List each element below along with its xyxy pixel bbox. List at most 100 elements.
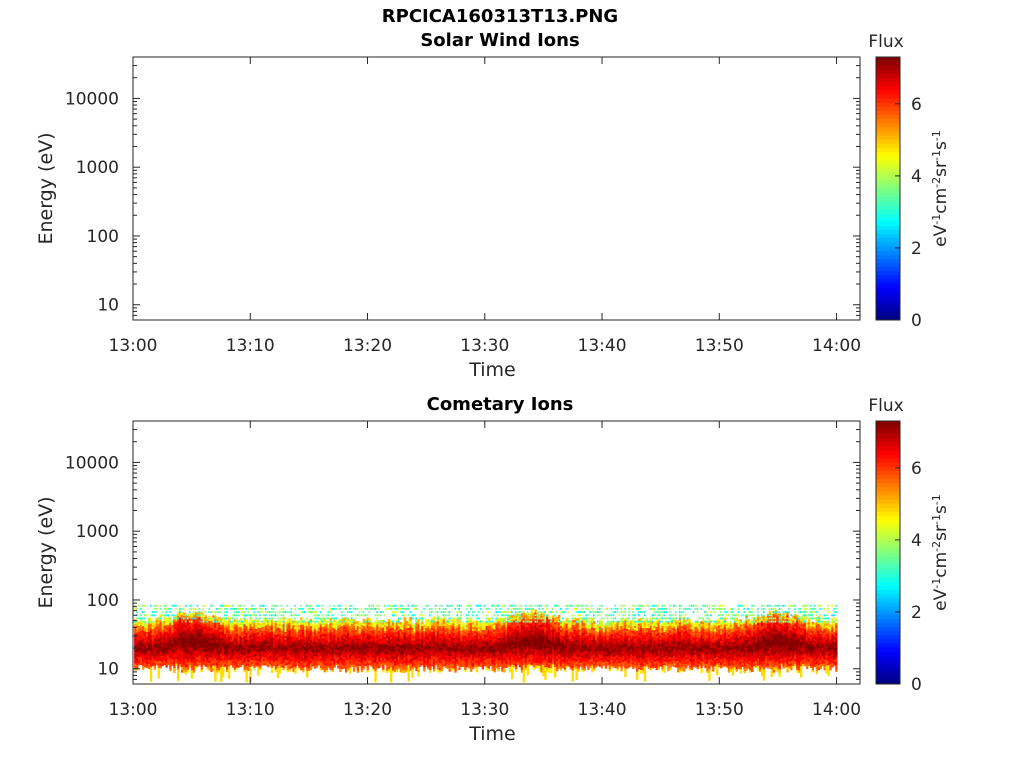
spectrogram-cell: [253, 624, 256, 627]
spectrogram-cell: [218, 654, 221, 658]
spectrogram-cell: [198, 640, 201, 644]
spectrogram-cell: [245, 670, 248, 683]
spectrogram-cell: [393, 626, 397, 630]
spectrogram-cell: [477, 636, 481, 639]
spectrogram-cell: [317, 625, 321, 628]
spectrogram-cell: [489, 657, 492, 661]
spectrogram-cell: [155, 628, 158, 631]
spectrogram-cell: [427, 659, 430, 663]
spectrogram-cell: [290, 656, 293, 660]
spectrogram-cell: [270, 617, 273, 620]
spectrogram-cell: [432, 626, 436, 630]
spectrogram-cell: [362, 646, 365, 649]
spectrogram-cell: [491, 639, 494, 642]
spectrogram-cell: [331, 625, 334, 628]
spectrogram-cell: [153, 664, 157, 668]
spectrogram-cell: [266, 662, 270, 666]
spectrogram-cell: [200, 620, 203, 623]
spectrogram-cell: [317, 629, 321, 632]
spectrogram-cell: [393, 662, 397, 666]
spectrogram-cell: [200, 622, 203, 626]
spectrogram-cell: [194, 663, 198, 667]
spectrogram-cell: [354, 658, 358, 662]
spectrogram-cell: [321, 614, 324, 617]
spectrogram-cell: [243, 652, 246, 656]
spectrogram-cell: [309, 651, 313, 655]
spectrogram-cell: [466, 658, 469, 661]
spectrogram-cell: [348, 611, 351, 614]
spectrogram-cell: [143, 631, 147, 634]
spectrogram-cell: [184, 620, 187, 623]
spectrogram-cell: [227, 621, 231, 624]
spectrogram-cell: [497, 632, 500, 636]
spectrogram-cell: [374, 660, 377, 663]
spectrogram-cell: [159, 660, 162, 664]
x-tick-label: 13:00: [109, 336, 158, 356]
spectrogram-cell: [423, 664, 426, 668]
spectrogram-cell: [286, 669, 289, 673]
spectrogram-cell: [448, 638, 451, 641]
spectrogram-cell: [214, 667, 217, 682]
spectrogram-cell: [307, 640, 311, 643]
spectrogram-cell: [286, 604, 289, 607]
spectrogram-cell: [229, 626, 233, 629]
spectrogram-cell: [419, 646, 422, 649]
spectrogram-cell: [167, 640, 170, 643]
spectrogram-cell: [141, 621, 145, 625]
spectrogram-cell: [175, 651, 178, 655]
spectrogram-cell: [374, 669, 377, 672]
spectrogram-cell: [259, 634, 262, 637]
spectrogram-cell: [169, 634, 172, 638]
spectrogram-cell: [284, 631, 287, 634]
spectrogram-cell: [175, 626, 178, 630]
spectrogram-cell: [309, 658, 313, 662]
spectrogram-cell: [442, 630, 446, 633]
spectrogram-cell: [399, 667, 403, 671]
spectrogram-cell: [444, 638, 447, 641]
spectrogram-cell: [220, 667, 223, 682]
spectrogram-cell: [352, 657, 356, 660]
spectrogram-cell: [440, 611, 443, 614]
spectrogram-cell: [274, 632, 278, 635]
spectrogram-cell: [362, 611, 365, 614]
colorbar-segment: [876, 89, 900, 95]
spectrogram-cell: [186, 654, 190, 657]
spectrogram-cell: [419, 664, 422, 667]
spectrogram-cell: [364, 632, 367, 635]
spectrogram-cell: [204, 626, 207, 629]
spectrogram-cell: [208, 630, 211, 634]
spectrogram-cell: [335, 657, 338, 660]
spectrogram-cell: [448, 666, 451, 670]
spectrogram-cell: [153, 604, 156, 607]
spectrogram-cell: [395, 648, 399, 651]
spectrogram-cell: [268, 620, 271, 623]
colorbar-segment: [876, 246, 900, 251]
spectrogram-cell: [370, 642, 373, 645]
spectrogram-cell: [393, 638, 397, 641]
spectrogram-cell: [300, 604, 302, 607]
spectrogram-cell: [181, 630, 184, 635]
spectrogram-cell: [409, 646, 412, 649]
spectrogram-cell: [395, 657, 399, 661]
spectrogram-cell: [372, 629, 375, 632]
spectrogram-cell: [444, 644, 447, 647]
spectrogram-cell: [188, 654, 192, 658]
spectrogram-cell: [140, 624, 143, 628]
spectrogram-cell: [227, 661, 231, 665]
spectrogram-cell: [208, 645, 211, 649]
spectrogram-cell: [161, 614, 164, 617]
spectrogram-cell: [222, 666, 225, 678]
spectrogram-cell: [323, 655, 326, 658]
spectrogram-cell: [182, 656, 186, 660]
spectrogram-cell: [208, 615, 211, 619]
spectrogram-cell: [286, 619, 289, 622]
spectrogram-cell: [386, 621, 389, 625]
spectrogram-cell: [149, 666, 153, 670]
spectrogram-cell: [429, 665, 432, 669]
spectrogram-cell: [475, 644, 479, 648]
spectrogram-cell: [192, 642, 196, 646]
spectrogram-cell: [276, 623, 280, 626]
spectrogram-cell: [145, 631, 149, 635]
spectrogram-cell: [208, 665, 211, 668]
spectrogram-cell: [477, 611, 480, 614]
